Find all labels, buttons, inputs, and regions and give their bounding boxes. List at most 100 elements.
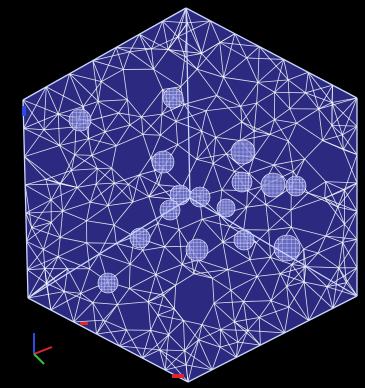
mesh-edge xyxy=(247,185,264,191)
mesh-edge xyxy=(196,153,227,160)
mesh-edge xyxy=(62,187,78,212)
mesh-edge xyxy=(318,108,323,141)
mesh-edge xyxy=(62,210,87,222)
mesh-edge xyxy=(138,174,150,197)
mesh-edge xyxy=(215,137,227,155)
mesh-edge xyxy=(322,134,343,141)
mesh-edge xyxy=(270,300,285,334)
mesh-edge xyxy=(227,269,232,291)
mesh-edge xyxy=(230,289,244,302)
mesh-edge xyxy=(141,116,161,136)
mesh-edge xyxy=(90,201,108,207)
mesh-edge xyxy=(221,189,247,208)
mesh-edge xyxy=(100,47,117,82)
mesh-edge xyxy=(31,227,44,250)
mesh-edge xyxy=(161,113,177,122)
mesh-edge xyxy=(97,100,119,114)
mesh-edge xyxy=(201,324,221,348)
mesh-edge xyxy=(187,339,199,382)
mesh-edge xyxy=(182,264,195,275)
mesh-edge xyxy=(178,229,183,265)
mesh-edge xyxy=(88,112,119,122)
mesh-edge xyxy=(269,133,289,142)
mesh-edge xyxy=(24,156,61,185)
mesh-edge xyxy=(218,214,224,243)
mesh-edge xyxy=(344,189,357,212)
mesh-edge xyxy=(234,321,249,331)
mesh-edge xyxy=(243,276,258,302)
mesh-edge xyxy=(286,286,310,321)
mesh-edge xyxy=(184,350,213,371)
mesh-edge xyxy=(155,274,164,296)
mesh-edge xyxy=(139,174,160,186)
mesh-edge xyxy=(273,164,294,172)
mesh-edge xyxy=(198,339,221,348)
mesh-edge xyxy=(74,154,92,156)
mesh-edge xyxy=(324,197,357,212)
mesh-edge xyxy=(173,285,177,309)
mesh-edge xyxy=(222,241,251,261)
mesh-edge xyxy=(257,59,284,83)
mesh-edge xyxy=(73,302,94,323)
mesh-edge xyxy=(196,68,224,78)
mesh-edge xyxy=(303,281,310,321)
mesh-edge xyxy=(58,106,84,115)
mesh-edge xyxy=(222,242,229,270)
mesh-edge xyxy=(59,138,89,146)
mesh-edge xyxy=(167,49,198,70)
mesh-edge xyxy=(99,253,131,265)
mesh-edge xyxy=(59,170,72,185)
mesh-edge xyxy=(164,350,185,371)
mesh-edge xyxy=(157,223,165,247)
mesh-edge xyxy=(213,301,244,304)
mesh-edge xyxy=(160,134,178,146)
mesh-edge xyxy=(184,350,187,365)
mesh-edge xyxy=(101,81,128,100)
mesh-edge xyxy=(104,112,119,133)
mesh-edge xyxy=(102,319,120,347)
mesh-edge xyxy=(274,119,297,124)
mesh-edge xyxy=(196,158,214,164)
mesh-edge xyxy=(89,184,97,203)
mesh-edge xyxy=(91,131,106,156)
mesh-edge xyxy=(254,119,275,132)
mesh-edge xyxy=(44,256,59,270)
mesh-edge xyxy=(305,84,333,94)
mesh-edge xyxy=(90,182,115,203)
mesh-edge xyxy=(118,99,128,114)
mesh-edge xyxy=(237,330,249,343)
mesh-edge xyxy=(342,134,357,155)
mesh-edge xyxy=(150,330,160,351)
mesh-edge xyxy=(212,153,227,164)
mesh-edge xyxy=(280,266,306,275)
mesh-edge xyxy=(129,250,144,265)
mesh-edge xyxy=(77,183,97,188)
mesh-edge xyxy=(31,227,61,238)
mesh-edge xyxy=(175,273,195,286)
mesh-edge xyxy=(80,293,94,303)
mesh-edge xyxy=(83,100,99,107)
mesh-edge xyxy=(318,84,333,110)
mesh-edge xyxy=(43,129,60,146)
mesh-edge xyxy=(129,48,152,53)
mesh-edge xyxy=(324,197,339,208)
mesh-edge xyxy=(338,239,357,269)
mesh-edge xyxy=(304,140,323,160)
mesh-edge xyxy=(57,256,90,270)
mesh-edge xyxy=(127,99,131,126)
mesh-edge xyxy=(142,246,165,251)
mesh-edge xyxy=(284,306,290,333)
mesh-edge xyxy=(142,250,157,275)
mesh-edge xyxy=(201,130,216,138)
mesh-edge xyxy=(256,102,275,120)
mesh-edge xyxy=(337,206,345,225)
mesh-edge xyxy=(178,218,203,230)
mesh-edge xyxy=(139,34,152,50)
mesh-edge xyxy=(129,288,149,303)
mesh-edge xyxy=(268,226,292,231)
mesh-edge xyxy=(160,121,177,136)
mesh-edge xyxy=(88,131,106,139)
mesh-edge xyxy=(88,138,93,156)
